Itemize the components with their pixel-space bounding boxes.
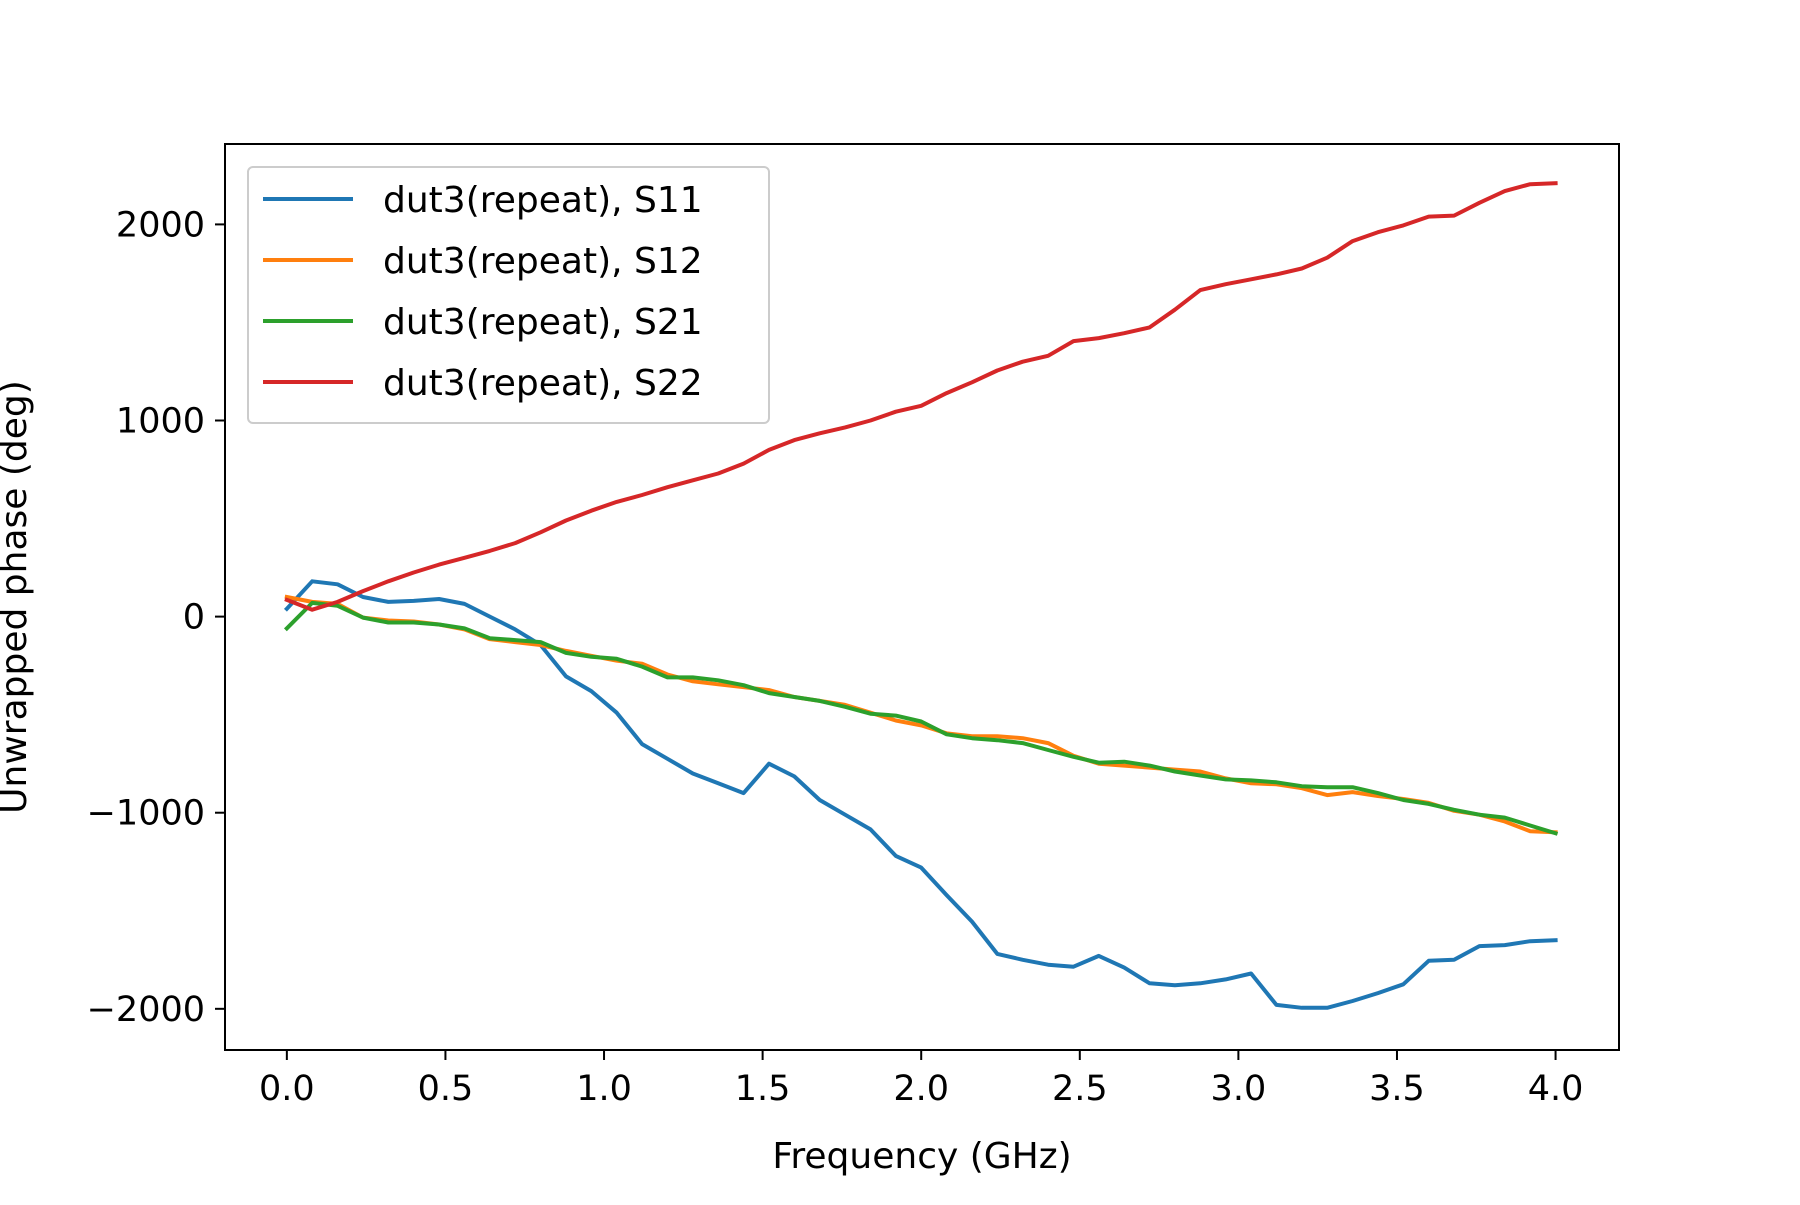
- y-axis-label: Unwrapped phase (deg): [0, 380, 35, 814]
- y-tick-label: 1000: [116, 402, 205, 442]
- series-line-1: [283, 579, 1558, 1010]
- x-tick-label: 0.0: [259, 1069, 315, 1109]
- plot-lines: [283, 181, 1559, 1010]
- legend-box: [247, 166, 770, 424]
- x-axis-label: Frequency (GHz): [772, 1136, 1071, 1177]
- x-tick-label: 2.0: [893, 1069, 949, 1109]
- legend-label-2: dut3(repeat), S12: [383, 241, 703, 282]
- x-tick-label: 0.5: [418, 1069, 474, 1109]
- y-tick-label: −1000: [87, 794, 205, 834]
- y-tick-label: −2000: [87, 990, 205, 1030]
- series-line-4: [284, 181, 1558, 612]
- x-tick-label: 4.0: [1528, 1069, 1584, 1109]
- series-line-3: [283, 600, 1559, 836]
- x-tick-label: 3.5: [1369, 1069, 1425, 1109]
- y-tick-label: 0: [183, 598, 205, 638]
- x-tick-label: 1.0: [576, 1069, 632, 1109]
- y-axis: 2000 1000 0 −1000 −2000: [87, 205, 225, 1030]
- legend-label-1: dut3(repeat), S11: [383, 180, 703, 221]
- x-tick-label: 3.0: [1211, 1069, 1267, 1109]
- x-tick-label: 2.5: [1052, 1069, 1108, 1109]
- legend-label-3: dut3(repeat), S21: [383, 302, 703, 343]
- legend-label-4: dut3(repeat), S22: [383, 363, 703, 404]
- y-tick-label: 2000: [116, 205, 205, 245]
- legend: dut3(repeat), S11 dut3(repeat), S12 dut3(r…: [247, 166, 770, 424]
- x-tick-label: 1.5: [735, 1069, 791, 1109]
- x-axis: 0.0 0.5 1.0 1.5 2.0 2.5 3.0 3.5 4.0: [259, 1050, 1583, 1109]
